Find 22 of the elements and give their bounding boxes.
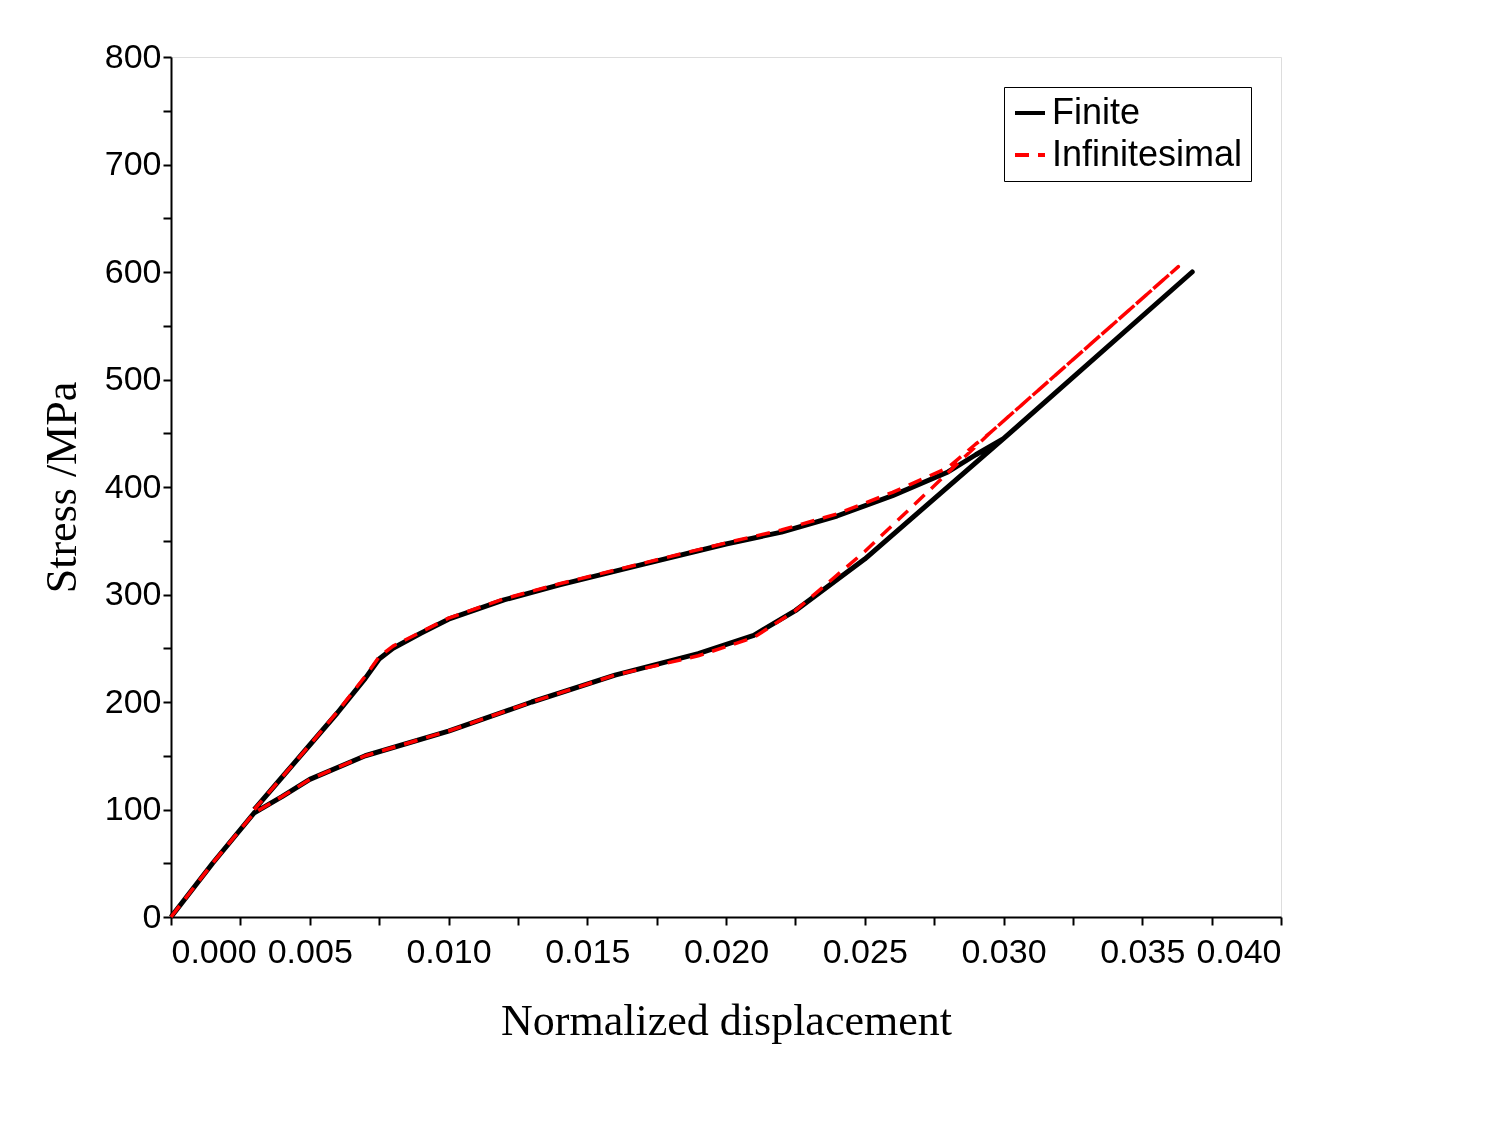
y-tick-label: 800: [104, 36, 162, 75]
x-tick-label: 0.005: [267, 931, 353, 970]
x-tick-label: 0.025: [822, 931, 908, 970]
y-tick-label: 400: [104, 466, 162, 505]
y-tick-label: 100: [104, 789, 162, 827]
x-tick-label: 0.020: [683, 931, 770, 970]
y-tick-label: 300: [104, 574, 162, 612]
x-tick-label: 0.035: [1100, 931, 1186, 970]
x-axis-title: Normalized displacement: [501, 995, 952, 1045]
x-tick-label: 0.030: [961, 931, 1047, 970]
legend-label: Infinitesimal: [1052, 133, 1243, 174]
legend-label: Finite: [1052, 91, 1141, 132]
x-tick-label: 0.010: [406, 931, 492, 970]
x-tick-label: 0.015: [545, 931, 631, 970]
y-tick-label: 0: [142, 896, 162, 935]
y-axis-title: Stress /MPa: [36, 381, 86, 594]
x-tick-label: 0.000: [171, 931, 257, 970]
y-tick-label: 200: [104, 681, 162, 720]
y-tick-label: 600: [104, 251, 162, 290]
y-tick-label: 700: [104, 144, 162, 182]
x-tick-label: 0.040: [1196, 931, 1282, 970]
y-tick-label: 500: [104, 359, 162, 397]
